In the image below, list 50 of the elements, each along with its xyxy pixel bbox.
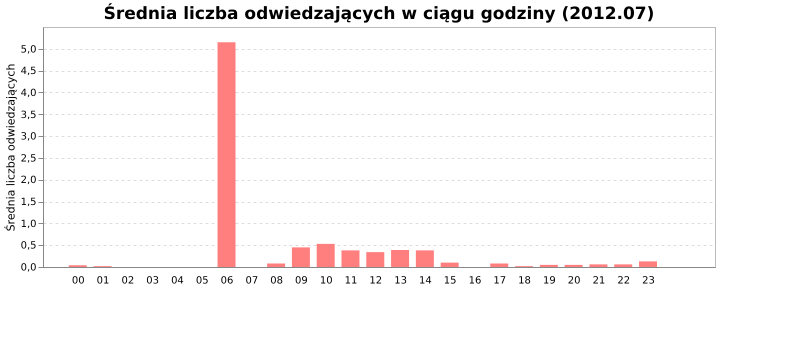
- x-tick-label: 07: [245, 276, 258, 286]
- x-tick-label: 16: [468, 276, 482, 286]
- x-tick-label: 04: [171, 276, 184, 286]
- y-tick-label: 2,0: [20, 175, 36, 186]
- x-tick-label: 06: [220, 276, 234, 286]
- chart-title: Średnia liczba odwiedzających w ciągu godziny (2012.07): [104, 3, 654, 24]
- y-tick-label: 5,0: [20, 44, 36, 56]
- x-tick-label: 00: [72, 276, 85, 286]
- x-tick-label: 05: [196, 276, 209, 286]
- y-tick-label: 3,0: [20, 132, 36, 143]
- bar: [589, 264, 608, 267]
- bar: [490, 264, 508, 267]
- x-tick-label: 15: [444, 276, 457, 286]
- x-tick-label: 14: [419, 276, 432, 286]
- bar: [316, 244, 335, 267]
- x-tick-label: 02: [121, 276, 134, 286]
- y-tick-label: 3,5: [20, 110, 36, 121]
- x-tick-label: 10: [320, 276, 333, 286]
- y-tick-label: 1,5: [20, 197, 36, 208]
- bar: [341, 250, 360, 267]
- y-tick-label: 0,5: [20, 240, 36, 252]
- x-tick-label: 17: [493, 276, 506, 286]
- x-tick-label: 22: [617, 276, 630, 286]
- bar: [366, 252, 384, 267]
- x-tick-label: 09: [295, 276, 308, 286]
- x-tick-label: 12: [369, 276, 382, 286]
- bar: [416, 250, 434, 267]
- bar: [440, 262, 459, 267]
- bar: [614, 264, 632, 267]
- y-tick-label: 2,5: [20, 153, 36, 164]
- y-tick-label: 1,0: [20, 218, 36, 230]
- bar: [218, 42, 236, 267]
- x-tick-label: 18: [518, 276, 531, 286]
- x-tick-label: 21: [592, 276, 606, 286]
- bar: [292, 247, 310, 267]
- y-tick-label: 4,5: [20, 66, 36, 78]
- x-tick-label: 13: [394, 276, 407, 286]
- x-tick-label: 20: [568, 276, 580, 286]
- y-tick-label: 4,0: [20, 88, 36, 99]
- y-tick-label: 0,0: [20, 262, 36, 274]
- bar: [639, 261, 658, 267]
- x-tick-label: 01: [96, 276, 110, 286]
- x-tick-label: 23: [642, 276, 655, 286]
- bar: [267, 264, 286, 267]
- x-tick-label: 03: [146, 276, 159, 286]
- bar: [391, 250, 410, 267]
- y-axis-title: Średnia liczba odwiedzających: [4, 64, 18, 232]
- x-tick-label: 11: [344, 276, 358, 286]
- x-tick-label: 08: [270, 276, 283, 286]
- x-tick-label: 19: [542, 276, 556, 286]
